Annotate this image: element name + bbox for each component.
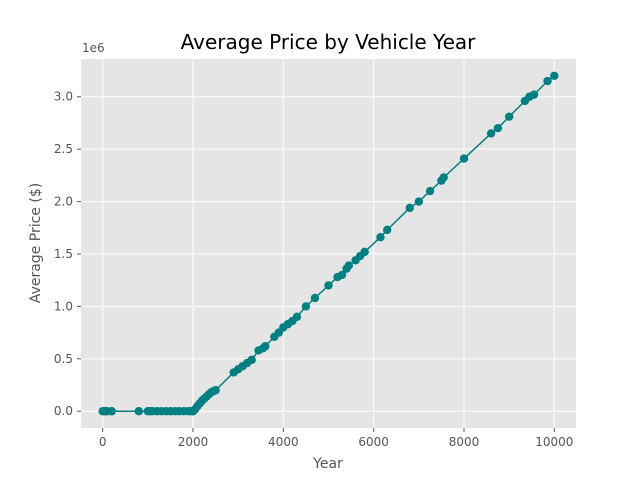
data-point <box>414 197 424 206</box>
y-tick-label: 1.0 <box>54 299 73 313</box>
series-layer <box>98 71 559 416</box>
data-point <box>529 90 539 99</box>
data-point <box>376 233 385 242</box>
data-point <box>292 312 302 322</box>
chart-title: Average Price by Vehicle Year <box>181 30 477 54</box>
y-tick-label: 0.0 <box>54 404 73 418</box>
y-tick-label: 2.0 <box>54 195 73 209</box>
y-offset-label: 1e6 <box>82 41 105 55</box>
data-point <box>107 407 116 416</box>
x-tick-label: 4000 <box>268 435 299 449</box>
data-point <box>459 154 469 163</box>
data-point <box>310 293 320 303</box>
data-point <box>550 71 559 80</box>
data-point <box>360 247 369 257</box>
y-axis-label: Average Price ($) <box>28 183 44 303</box>
y-tick-label: 2.5 <box>54 142 73 156</box>
data-point <box>405 203 414 213</box>
data-point <box>439 173 448 182</box>
data-point <box>493 123 503 133</box>
axis-ticks: 0 2000 4000 6000 8000 10000 0.0 0.5 1.0 1.5 2.0 2.5… <box>54 90 574 449</box>
data-point <box>337 270 347 280</box>
data-point <box>344 261 354 270</box>
data-point <box>211 386 220 395</box>
data-point <box>543 76 552 86</box>
grid-lines <box>81 59 576 428</box>
data-point <box>504 112 514 121</box>
plot-area <box>81 59 576 428</box>
x-tick-label: 0 <box>99 435 107 449</box>
x-tick-label: 2000 <box>178 435 209 449</box>
data-point <box>324 281 333 290</box>
x-tick-label: 10000 <box>535 435 573 449</box>
x-axis-label: Year <box>312 456 343 472</box>
data-point <box>134 407 144 416</box>
y-tick-label: 1.5 <box>54 247 73 261</box>
data-point <box>486 129 496 138</box>
data-point <box>261 342 270 351</box>
x-tick-label: 6000 <box>358 435 389 449</box>
y-tick-label: 0.5 <box>54 352 73 366</box>
data-point <box>425 186 435 196</box>
data-point <box>247 355 256 365</box>
y-tick-label: 3.0 <box>54 90 73 104</box>
data-point <box>301 302 311 311</box>
x-tick-label: 8000 <box>449 435 480 449</box>
data-point <box>383 225 392 235</box>
